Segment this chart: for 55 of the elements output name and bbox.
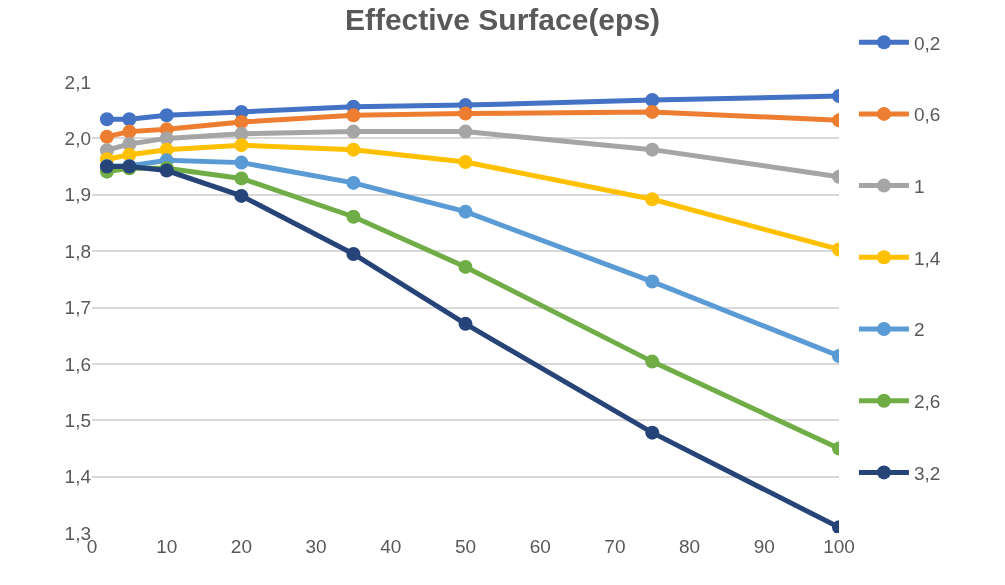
- point: [122, 124, 137, 139]
- legend-label: 1: [913, 176, 925, 198]
- y-tick-label: 2,1: [64, 71, 91, 93]
- point: [234, 115, 249, 130]
- point: [122, 112, 137, 127]
- point: [234, 188, 249, 203]
- legend-label: 2: [913, 319, 925, 341]
- x-tick-label: 30: [305, 536, 327, 557]
- point: [458, 316, 473, 331]
- point: [234, 171, 249, 186]
- point: [159, 108, 174, 123]
- x-tick-label: 80: [679, 536, 701, 557]
- point: [645, 425, 660, 440]
- point: [346, 246, 361, 261]
- point: [346, 209, 361, 224]
- y-tick-label: 1,4: [64, 466, 92, 488]
- x-tick-label: 40: [380, 536, 402, 557]
- point: [458, 106, 473, 121]
- point: [458, 124, 473, 139]
- point: [99, 112, 114, 127]
- x-tick-label: 60: [529, 536, 551, 557]
- point: [645, 192, 660, 207]
- y-tick-label: 1,6: [64, 353, 91, 375]
- legend-label: 2,6: [913, 391, 941, 413]
- point: [645, 354, 660, 369]
- point: [458, 204, 473, 219]
- chart-title: Effective Surface(eps): [344, 2, 661, 36]
- point: [346, 124, 361, 139]
- x-tick-label: 100: [823, 536, 855, 557]
- y-tick-label: 1,5: [64, 409, 91, 431]
- x-tick-label: 10: [156, 536, 178, 557]
- legend-label: 3,2: [913, 462, 941, 484]
- y-tick-label: 1,7: [64, 297, 91, 319]
- legend-label: 0,2: [913, 32, 941, 54]
- y-tick-label: 1,9: [64, 184, 91, 206]
- point: [346, 175, 361, 190]
- point: [346, 142, 361, 157]
- legend-label: 1,4: [913, 247, 941, 269]
- point: [645, 142, 660, 157]
- x-tick-label: 90: [753, 536, 775, 557]
- point: [458, 155, 473, 170]
- x-tick-label: 70: [604, 536, 626, 557]
- point: [234, 155, 249, 170]
- x-tick-label: 50: [454, 536, 477, 557]
- point: [645, 93, 660, 108]
- x-tick-label: 20: [230, 536, 252, 557]
- y-tick-label: 1,8: [64, 240, 91, 262]
- point: [346, 108, 361, 123]
- point: [645, 274, 660, 289]
- y-tick-label: 2,0: [64, 128, 91, 150]
- point: [234, 138, 249, 153]
- legend-label: 0,6: [913, 104, 941, 126]
- point: [458, 259, 473, 274]
- point: [99, 129, 114, 144]
- point: [645, 104, 660, 119]
